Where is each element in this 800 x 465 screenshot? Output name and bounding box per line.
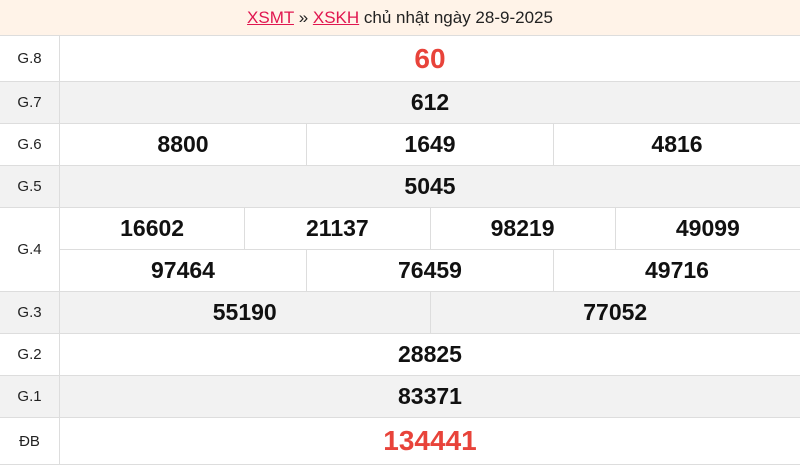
results-table: G.8 60 G.7 612 G.6 8800 1649 4816 G.5 5045 G.4 1660… (0, 36, 800, 465)
prize-label: G.5 (0, 166, 60, 207)
prize-label: G.1 (0, 376, 60, 417)
prize-number: 55190 (212, 299, 277, 325)
prize-row: G.5 5045 (0, 166, 800, 208)
prize-row: G.3 55190 77052 (0, 292, 800, 334)
prize-row: G.4 16602 21137 98219 49099 97464 76459 49716 (0, 208, 800, 292)
prize-label: G.8 (0, 36, 60, 81)
prize-number: 1649 (306, 124, 553, 165)
prize-number: 612 (410, 89, 450, 115)
prize-number: 49716 (553, 250, 800, 291)
prize-row: G.8 60 (0, 36, 800, 82)
prize-number: 5045 (404, 173, 456, 199)
prize-label: G.7 (0, 82, 60, 123)
header-title: chủ nhật ngày 28-9-2025 (359, 8, 553, 27)
prize-row: ĐB 134441 (0, 418, 800, 465)
xskh-link[interactable]: XSKH (312, 8, 360, 27)
prize-row: G.1 83371 (0, 376, 800, 418)
prize-number: 76459 (306, 250, 553, 291)
prize-number: 21137 (244, 208, 429, 249)
prize-label: G.4 (0, 208, 60, 291)
prize-number: 97464 (151, 257, 215, 283)
prize-number: 83371 (398, 383, 462, 409)
prize-number: 77052 (429, 292, 800, 333)
prize-row: G.6 8800 1649 4816 (0, 124, 800, 166)
results-header: XSMT » XSKH chủ nhật ngày 28-9-2025 (0, 0, 800, 36)
prize-row: G.7 612 (0, 82, 800, 124)
prize-label: ĐB (0, 418, 60, 464)
prize-label: G.6 (0, 124, 60, 165)
prize-number: 28825 (398, 341, 462, 367)
prize-number: 49099 (614, 208, 800, 249)
prize-label: G.3 (0, 292, 60, 333)
prize-number: 98219 (429, 208, 615, 249)
prize-number: 16602 (120, 215, 185, 241)
prize-number: 8800 (157, 131, 209, 157)
breadcrumb-separator: » (293, 8, 313, 27)
prize-row: G.2 28825 (0, 334, 800, 376)
prize-number: 60 (414, 42, 446, 74)
prize-number: 134441 (383, 425, 477, 456)
xsmt-link[interactable]: XSMT (247, 8, 294, 27)
prize-label: G.2 (0, 334, 60, 375)
prize-number: 4816 (553, 124, 800, 165)
